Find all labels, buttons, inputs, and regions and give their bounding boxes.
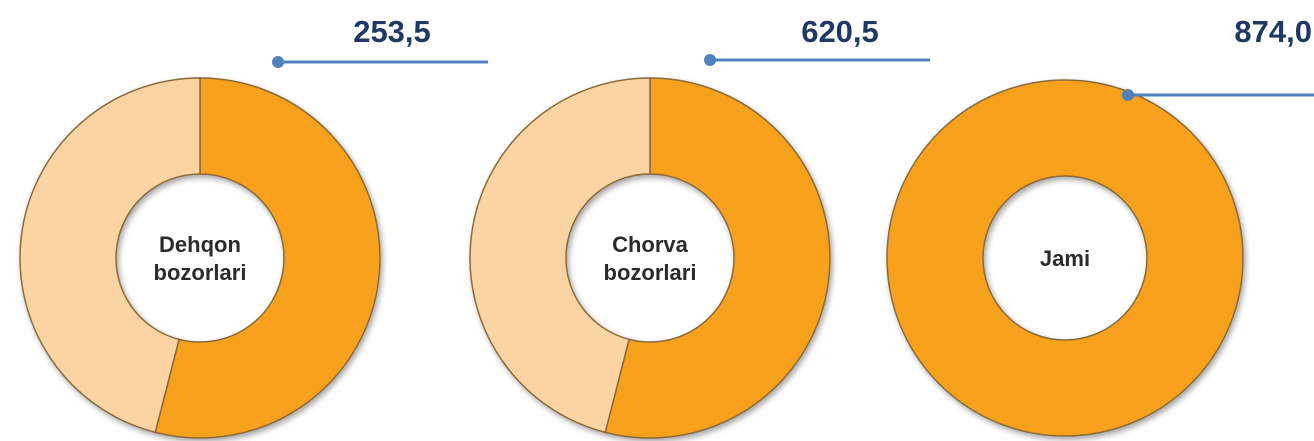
center-label: Dehqon — [159, 232, 241, 257]
donut-segment — [154, 77, 381, 439]
leader-dot — [1122, 89, 1134, 101]
center-label: bozorlari — [154, 260, 247, 285]
leader-dot — [704, 54, 716, 66]
center-label: Jami — [1040, 246, 1090, 271]
center-label: bozorlari — [604, 260, 697, 285]
total-label: 620,5 — [801, 14, 879, 49]
donut-segment — [19, 77, 201, 434]
donut-segment — [886, 79, 1244, 437]
leader-dot — [272, 56, 284, 68]
center-label: Chorva — [612, 232, 689, 257]
donut — [886, 79, 1244, 437]
total-label: 874,0 — [1234, 14, 1312, 49]
donut-segment — [469, 77, 651, 434]
donut — [469, 77, 831, 439]
total-label: 253,5 — [353, 14, 431, 49]
donut — [19, 77, 381, 439]
donut-segment — [604, 77, 831, 439]
